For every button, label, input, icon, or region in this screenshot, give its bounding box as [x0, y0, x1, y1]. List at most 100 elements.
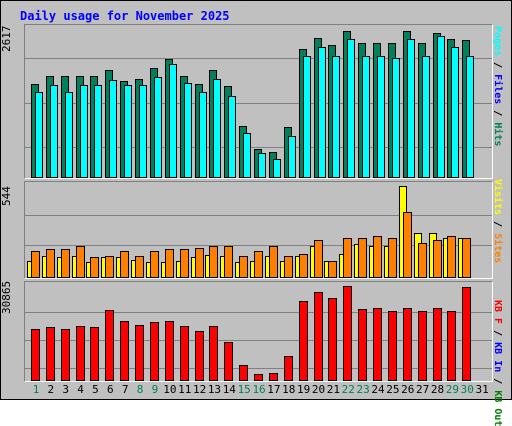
kb-f-bar [105, 310, 114, 381]
x-tick-label: 1 [32, 383, 40, 396]
kb-f-bar [358, 309, 367, 381]
kb-f-bar [209, 326, 218, 381]
sites-bar [76, 246, 85, 278]
pages-bar [288, 136, 296, 178]
pages-bar [139, 85, 147, 178]
hits-files-pages-plot [25, 31, 492, 178]
kb-f-bar [254, 374, 263, 381]
sites-bar [314, 240, 323, 278]
sites-bar [358, 238, 367, 278]
sites-bar [90, 257, 99, 278]
sites-bar [403, 212, 412, 278]
visits-sites-plot [25, 186, 492, 278]
kb-f-bar [61, 329, 70, 381]
sites-bar [135, 256, 144, 278]
sites-bar [46, 249, 55, 278]
x-tick-label: 12 [192, 383, 207, 396]
sites-bar [31, 251, 40, 278]
x-tick-label: 11 [178, 383, 192, 396]
legend-visits: Visits [492, 179, 503, 216]
legend-hits: Hits [492, 122, 503, 147]
x-tick-label: 26 [401, 383, 415, 396]
legend-files: Files [492, 74, 503, 105]
pages-bar [273, 159, 281, 178]
sites-bar [105, 256, 114, 278]
legend-separator: / [492, 215, 503, 234]
x-tick-label: 28 [430, 383, 445, 396]
x-tick-label: 23 [356, 383, 370, 396]
sites-bar [61, 249, 70, 278]
pages-bar [154, 77, 162, 178]
kb-f-bar [31, 329, 40, 381]
pages-bar [65, 92, 73, 178]
kb-f-bar [314, 292, 323, 381]
pages-bar [199, 92, 207, 178]
pages-bar [318, 47, 326, 178]
kb-f-bar [239, 365, 248, 381]
x-tick-label: 14 [222, 383, 236, 396]
sites-bar [462, 238, 471, 278]
x-tick-label: 16 [252, 383, 266, 396]
sites-bar [224, 246, 233, 278]
x-tick-label: 18 [282, 383, 296, 396]
sites-bar [447, 236, 456, 278]
kbytes-plot [25, 286, 492, 381]
visits-ymax-label: 544 [0, 186, 13, 206]
sites-bar [343, 238, 352, 278]
pages-bar [50, 85, 58, 178]
kb-f-bar [76, 326, 85, 381]
sites-bar [239, 256, 248, 278]
sites-bar [254, 251, 263, 278]
hits-files-pages-panel [24, 24, 493, 179]
x-tick-label: 31 [475, 383, 489, 396]
x-axis-day-labels: 1 2 3 4 5 6 7 8 9 10 11 12 13 14 15 16 17 18 19 20 21 22 23 24 2… [1, 383, 512, 397]
pages-bar [362, 56, 370, 178]
legend-pages: Pages [492, 26, 503, 57]
pages-bar [407, 39, 415, 178]
kb-f-bar [373, 308, 382, 381]
sites-bar [284, 256, 293, 278]
kb-f-bar [46, 327, 55, 381]
x-tick-label: 30 [460, 383, 474, 396]
hits-files-pages-legend: Pages / Files / Hits [492, 26, 503, 146]
kbytes-legend: KB F / KB In / KB Out [492, 300, 503, 426]
x-tick-label: 20 [311, 383, 326, 396]
x-tick-label: 24 [371, 383, 385, 396]
pages-bar [243, 133, 251, 178]
pages-bar [451, 47, 459, 178]
kb-f-bar [343, 286, 352, 381]
pages-bar [213, 79, 221, 178]
x-tick-label: 5 [92, 383, 99, 396]
legend-separator: / [492, 104, 503, 123]
pages-bar [466, 56, 474, 178]
kb-f-bar [269, 373, 278, 381]
kb-f-bar [403, 308, 412, 381]
x-tick-label: 22 [341, 383, 355, 396]
pages-bar [228, 96, 236, 178]
sites-bar [388, 238, 397, 278]
kbytes-ymax-label: 30865 [0, 280, 13, 314]
sites-bar [195, 248, 204, 278]
pages-bar [169, 64, 177, 178]
legend-separator: / [492, 324, 503, 343]
x-tick-label: 8 [136, 383, 144, 396]
legend-separator: / [492, 56, 503, 75]
x-tick-label: 7 [121, 383, 129, 396]
x-tick-label: 27 [416, 383, 430, 396]
sites-bar [165, 249, 174, 278]
x-tick-label: 10 [163, 383, 177, 396]
kb-f-bar [120, 321, 129, 381]
visits-sites-panel [24, 181, 493, 279]
pages-bar [332, 56, 340, 178]
x-tick-label: 25 [386, 383, 400, 396]
pages-bar [35, 92, 43, 178]
legend-sites: Sites [492, 233, 503, 264]
x-tick-label: 21 [326, 383, 341, 396]
pages-bar [437, 36, 445, 178]
pages-bar [303, 56, 311, 178]
sites-bar [269, 246, 278, 278]
sites-bar [373, 236, 382, 278]
pages-bar [94, 85, 102, 178]
pages-bar [392, 58, 400, 178]
